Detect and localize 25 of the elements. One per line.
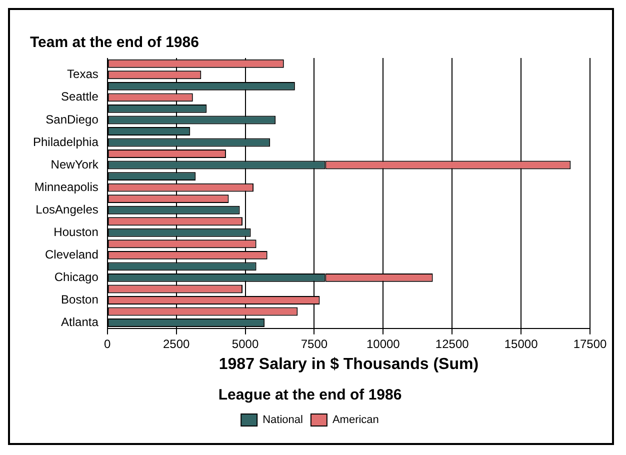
y-tick-label: Minneapolis	[34, 180, 98, 194]
legend-label: American	[332, 414, 379, 426]
x-tick-label: 15000	[504, 336, 538, 351]
x-tick-label: 2500	[162, 336, 190, 351]
y-tick-label: Chicago	[54, 270, 99, 284]
x-tick-label: 10000	[366, 336, 400, 351]
y-axis-title: Team at the end of 1986	[30, 34, 199, 52]
y-tick-label: Philadelphia	[32, 134, 99, 149]
y-tick-label: NewYork	[50, 157, 100, 172]
y-tick-label: LosAngeles	[36, 202, 98, 216]
y-tick-label: Houston	[54, 224, 98, 239]
y-tick-label: Atlanta	[61, 315, 99, 330]
x-tick-label: 5000	[232, 336, 259, 351]
legend-title: League at the end of 1986	[218, 386, 402, 404]
x-tick-label: 7500	[300, 336, 328, 351]
y-tick-label: Seattle	[61, 90, 99, 104]
y-tick-label: SanDiego	[46, 112, 99, 126]
x-tick-label: 12500	[435, 336, 470, 351]
x-tick-label: 17500	[573, 336, 608, 351]
y-tick-label: Cleveland	[45, 247, 98, 262]
legend-label: National	[262, 414, 303, 426]
x-tick-label: 0	[104, 336, 112, 351]
x-axis-title: 1987 Salary in $ Thousands (Sum)	[218, 356, 479, 373]
y-tick-label: Boston	[61, 292, 98, 307]
y-tick-label: Texas	[67, 67, 98, 82]
